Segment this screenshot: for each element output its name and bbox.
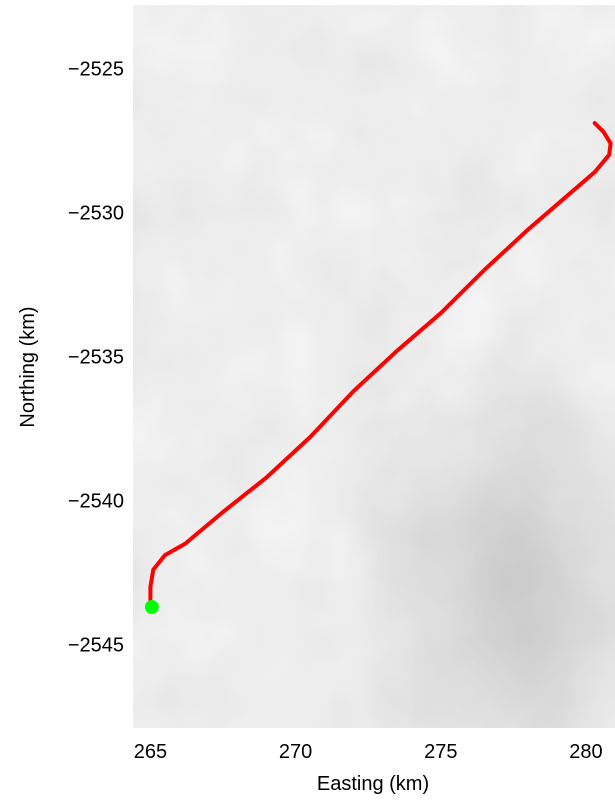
x-axis-ticks: 265 270 275 280	[134, 741, 603, 763]
x-tick-label: 265	[134, 741, 167, 763]
y-axis-label: Northing (km)	[17, 306, 39, 427]
y-tick-label: −2525	[68, 58, 124, 80]
x-tick-label: 275	[424, 741, 457, 763]
background-shading	[133, 5, 615, 728]
y-axis-ticks: −2525 −2530 −2535 −2540 −2545	[68, 58, 124, 656]
marker-layer	[145, 600, 159, 614]
x-axis-label: Easting (km)	[317, 773, 429, 795]
start-marker	[145, 600, 159, 614]
y-tick-label: −2540	[68, 490, 124, 512]
y-tick-label: −2535	[68, 346, 124, 368]
plot-area	[133, 5, 615, 728]
x-tick-label: 270	[279, 741, 312, 763]
y-tick-label: −2545	[68, 634, 124, 656]
x-tick-label: 280	[569, 741, 602, 763]
y-tick-label: −2530	[68, 202, 124, 224]
